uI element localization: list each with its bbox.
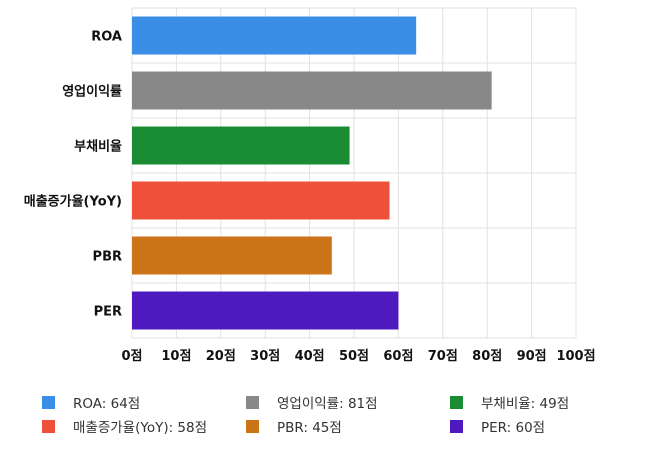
legend-label: 영업이익률: 81점 bbox=[277, 396, 378, 412]
x-tick-label: 50점 bbox=[339, 349, 369, 364]
legend-swatch bbox=[450, 419, 463, 433]
legend-label: PBR: 45점 bbox=[277, 420, 342, 436]
legend-swatch bbox=[450, 395, 463, 409]
legend-item[interactable]: 매출증가율(YoY): 58점 bbox=[42, 417, 246, 436]
legend-label: 부채비율: 49점 bbox=[481, 396, 570, 412]
y-tick-label: 매출증가율(YoY) bbox=[24, 194, 122, 210]
x-tick-label: 30점 bbox=[250, 349, 280, 364]
x-tick-label: 60점 bbox=[383, 349, 413, 364]
bar bbox=[132, 291, 399, 330]
x-tick-label: 10점 bbox=[161, 349, 191, 364]
legend-item[interactable]: PBR: 45점 bbox=[246, 417, 450, 436]
y-tick-label: 부채비율 bbox=[74, 139, 122, 155]
legend-item[interactable]: ROA: 64점 bbox=[42, 393, 246, 412]
x-tick-label: 90점 bbox=[517, 349, 547, 364]
bar bbox=[132, 71, 492, 110]
x-tick-label: 0점 bbox=[121, 349, 142, 364]
bar bbox=[132, 236, 332, 275]
x-tick-label: 80점 bbox=[472, 349, 502, 364]
x-tick-label: 70점 bbox=[428, 349, 458, 364]
x-tick-label: 20점 bbox=[206, 349, 236, 364]
y-tick-label: PBR bbox=[93, 250, 122, 265]
legend-label: 매출증가율(YoY): 58점 bbox=[73, 420, 208, 436]
legend-swatch bbox=[246, 395, 259, 409]
legend-label: PER: 60점 bbox=[481, 420, 546, 436]
y-tick-label: ROA bbox=[91, 30, 122, 45]
legend-item[interactable]: 부채비율: 49점 bbox=[450, 393, 650, 412]
legend-swatch bbox=[246, 419, 259, 433]
bar bbox=[132, 181, 390, 220]
bar-chart: 0점 10점 20점 30점 40점 50점 60점 70점 80점 90점 100점 ROA 영업이익… bbox=[24, 7, 596, 364]
legend-swatch bbox=[42, 419, 55, 433]
x-tick-label: 40점 bbox=[295, 349, 325, 364]
legend-label: ROA: 64점 bbox=[73, 396, 141, 412]
bar bbox=[132, 126, 350, 165]
y-tick-label: 영업이익률 bbox=[62, 84, 122, 100]
x-tick-label: 100점 bbox=[556, 349, 595, 364]
legend-item[interactable]: 영업이익률: 81점 bbox=[246, 393, 450, 412]
bar bbox=[132, 16, 417, 55]
legend-swatch bbox=[42, 395, 55, 409]
y-tick-label: PER bbox=[94, 305, 122, 320]
legend-item[interactable]: PER: 60점 bbox=[450, 417, 650, 436]
